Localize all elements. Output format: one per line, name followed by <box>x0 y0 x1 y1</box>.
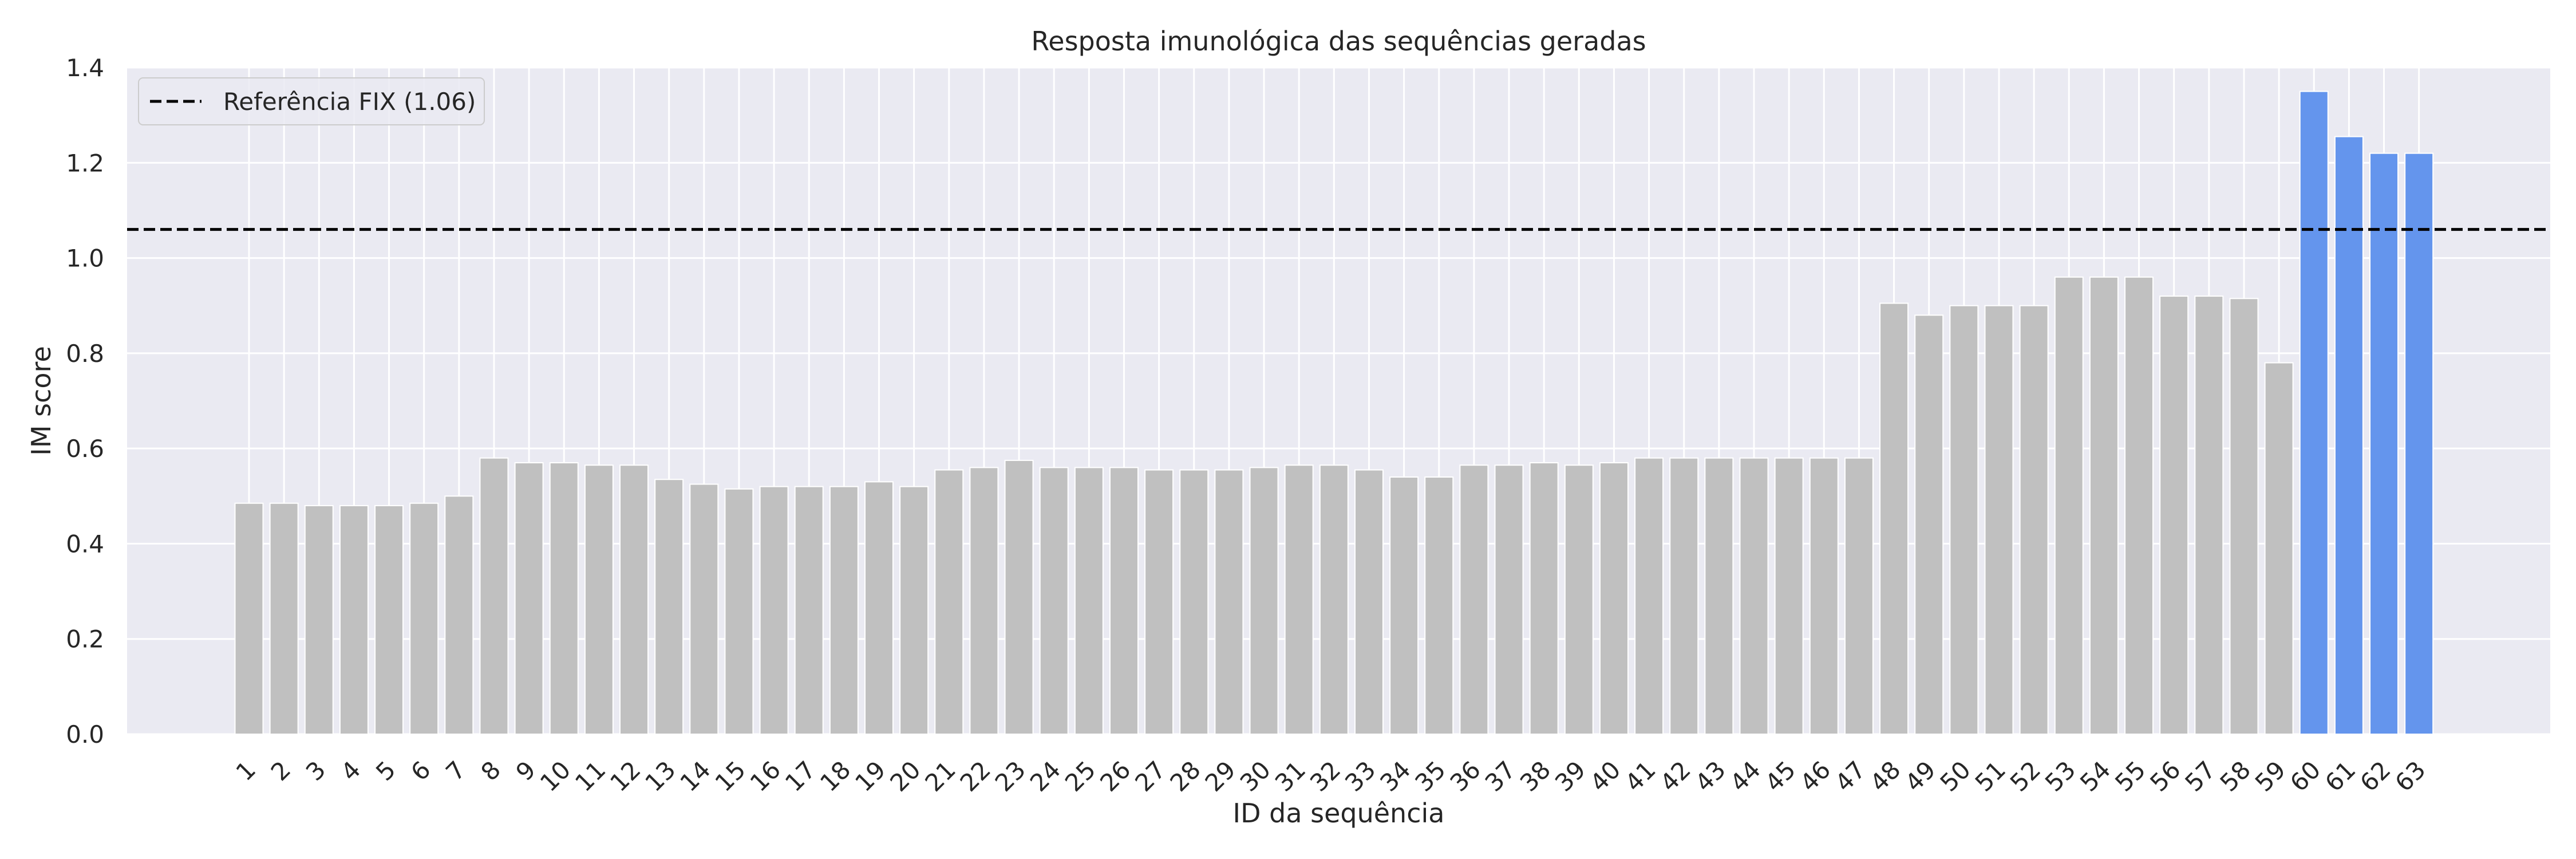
bar-12 <box>619 464 649 735</box>
bar-34 <box>1389 476 1419 735</box>
bar-49 <box>1914 314 1944 735</box>
bar-8 <box>479 457 509 735</box>
bar-39 <box>1564 464 1594 735</box>
bar-11 <box>584 464 614 735</box>
bar-16 <box>759 486 789 735</box>
bar-38 <box>1529 462 1559 735</box>
bar-56 <box>2159 295 2189 735</box>
bar-2 <box>269 502 299 735</box>
bar-51 <box>1984 305 2014 735</box>
bar-45 <box>1774 457 1804 735</box>
bar-54 <box>2089 276 2119 735</box>
bar-17 <box>794 486 824 735</box>
bar-1 <box>234 502 264 735</box>
bar-10 <box>549 462 579 735</box>
bar-46 <box>1809 457 1839 735</box>
y-tick-label: 1.0 <box>66 245 104 273</box>
legend: Referência FIX (1.06) <box>138 77 485 125</box>
bar-3 <box>304 505 334 735</box>
bar-20 <box>899 486 929 735</box>
bar-62 <box>2369 152 2399 735</box>
bars <box>234 90 2434 735</box>
y-tick-label: 1.4 <box>66 54 104 82</box>
bar-32 <box>1319 464 1349 735</box>
bar-27 <box>1144 469 1174 735</box>
bar-47 <box>1844 457 1874 735</box>
legend-reference-label: Referência FIX (1.06) <box>223 88 476 116</box>
bar-60 <box>2299 90 2329 735</box>
bar-25 <box>1074 467 1104 735</box>
bar-33 <box>1354 469 1384 735</box>
bar-30 <box>1249 467 1279 735</box>
y-tick-label: 0.2 <box>66 625 104 653</box>
bar-58 <box>2229 298 2259 735</box>
bar-26 <box>1109 467 1139 735</box>
bar-57 <box>2194 295 2224 735</box>
bar-29 <box>1214 469 1244 735</box>
y-tick-label: 1.2 <box>66 149 104 177</box>
y-tick-label: 0.4 <box>66 530 104 558</box>
bar-40 <box>1599 462 1629 735</box>
bar-15 <box>724 488 754 735</box>
bar-7 <box>444 495 474 735</box>
bar-35 <box>1424 476 1454 735</box>
bar-23 <box>1004 459 1034 735</box>
y-tick-label: 0.6 <box>66 435 104 463</box>
bar-43 <box>1704 457 1734 735</box>
bar-5 <box>374 505 404 735</box>
bar-42 <box>1669 457 1699 735</box>
bar-37 <box>1494 464 1524 735</box>
bar-19 <box>864 481 894 735</box>
bar-50 <box>1949 305 1979 735</box>
y-tick-labels: 0.0 0.2 0.4 0.6 0.8 1.0 1.2 1.4 <box>66 54 104 748</box>
bar-52 <box>2019 305 2049 735</box>
bar-53 <box>2054 276 2084 735</box>
bar-9 <box>514 462 544 735</box>
y-tick-label: 0.0 <box>66 720 104 748</box>
x-axis-label: ID da sequência <box>1233 798 1445 829</box>
chart-title: Resposta imunológica das sequências gera… <box>1031 26 1646 57</box>
bar-13 <box>654 479 684 735</box>
bar-6 <box>409 502 439 735</box>
bar-31 <box>1284 464 1314 735</box>
y-axis-label: IM score <box>26 346 57 455</box>
bar-59 <box>2264 362 2294 735</box>
bar-18 <box>829 486 859 735</box>
bar-55 <box>2124 276 2154 735</box>
bar-21 <box>934 469 964 735</box>
bar-14 <box>689 483 719 735</box>
bar-28 <box>1179 469 1209 735</box>
bar-4 <box>339 505 369 735</box>
legend-box <box>138 77 485 125</box>
bar-48 <box>1879 302 1909 735</box>
bar-41 <box>1634 457 1664 735</box>
bar-61 <box>2334 136 2364 735</box>
bar-63 <box>2404 152 2434 735</box>
bar-22 <box>969 467 999 735</box>
bar-44 <box>1739 457 1769 735</box>
bar-24 <box>1039 467 1069 735</box>
y-tick-label: 0.8 <box>66 340 104 368</box>
bar-36 <box>1459 464 1489 735</box>
